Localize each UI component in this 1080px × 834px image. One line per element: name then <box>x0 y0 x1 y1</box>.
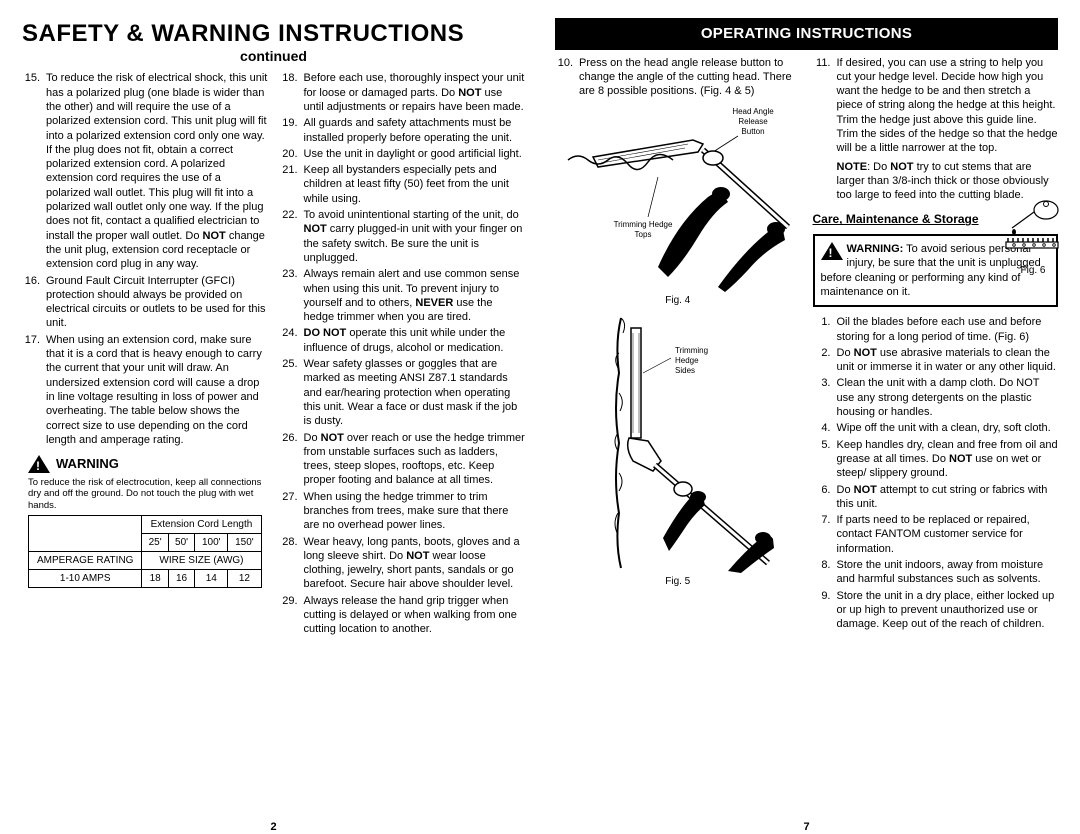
right-col2: 11.If desired, you can use a string to h… <box>813 56 1059 812</box>
list-item: 1.Oil the blades before each use and bef… <box>813 315 1059 344</box>
fig4-label: Fig. 4 <box>665 294 690 307</box>
svg-text:Button: Button <box>741 127 764 136</box>
svg-text:Hedge: Hedge <box>675 356 699 365</box>
list-item: 7.If parts need to be replaced or repair… <box>813 513 1059 556</box>
list-item: 19.All guards and safety attachments mus… <box>280 116 526 145</box>
list-item: 8.Store the unit indoors, away from mois… <box>813 558 1059 587</box>
list-item: 9.Store the unit in a dry place, either … <box>813 589 1059 632</box>
list-item: 27.When using the hedge trimmer to trim … <box>280 490 526 533</box>
svg-text:Release: Release <box>738 117 768 126</box>
amps-label: 1-10 AMPS <box>29 570 142 588</box>
right-columns: 10.Press on the head angle release butto… <box>555 56 1058 812</box>
fig5-label: Fig. 5 <box>665 575 690 588</box>
svg-text:Trimming Hedge: Trimming Hedge <box>613 220 672 229</box>
list-item: 23.Always remain alert and use common se… <box>280 267 526 324</box>
page-number-left: 2 <box>22 812 525 834</box>
extension-cord-table: Extension Cord Length 25'50'100'150' AMP… <box>28 515 262 588</box>
svg-text:Tops: Tops <box>634 230 651 239</box>
care-list: 1.Oil the blades before each use and bef… <box>813 315 1059 631</box>
operating-title: OPERATING INSTRUCTIONS <box>555 18 1058 50</box>
list-item: 10.Press on the head angle release butto… <box>555 56 801 99</box>
list-item: 11.If desired, you can use a string to h… <box>813 56 1059 156</box>
list-item: 2.Do NOT use abrasive materials to clean… <box>813 346 1059 375</box>
figure-6: Fig. 6 <box>1004 198 1062 277</box>
left-columns: 15.To reduce the risk of electrical shoc… <box>22 71 525 811</box>
list-item: 5.Keep handles dry, clean and free from … <box>813 438 1059 481</box>
list-item: 24.DO NOT operate this unit while under … <box>280 326 526 355</box>
list-item: 28.Wear heavy, long pants, boots, gloves… <box>280 535 526 592</box>
wire-size-label: WIRE SIZE (AWG) <box>142 552 261 570</box>
left-col2: 18.Before each use, thoroughly inspect y… <box>280 71 526 811</box>
right-col1: 10.Press on the head angle release butto… <box>555 56 801 812</box>
list-item: 3.Clean the unit with a damp cloth. Do N… <box>813 376 1059 419</box>
safety-list-15-17: 15.To reduce the risk of electrical shoc… <box>22 71 268 447</box>
list-item: 21.Keep all bystanders especially pets a… <box>280 163 526 206</box>
left-col1: 15.To reduce the risk of electrical shoc… <box>22 71 268 811</box>
fig4-illustration: Head Angle Release Button <box>563 102 793 292</box>
list-item: 25.Wear safety glasses or goggles that a… <box>280 357 526 428</box>
page-left: SAFETY & WARNING INSTRUCTIONS continued … <box>22 18 525 834</box>
fig6-label: Fig. 6 <box>1004 264 1062 277</box>
safety-title: SAFETY & WARNING INSTRUCTIONS <box>22 18 525 49</box>
list-item: 4.Wipe off the unit with a clean, dry, s… <box>813 421 1059 435</box>
safety-list-18-29: 18.Before each use, thoroughly inspect y… <box>280 71 526 636</box>
list-item: 16.Ground Fault Circuit Interrupter (GFC… <box>22 274 268 331</box>
warning-label: WARNING <box>56 456 119 473</box>
page-number-right: 7 <box>555 812 1058 834</box>
svg-text:Head Angle: Head Angle <box>732 107 774 116</box>
fig6-illustration <box>1004 198 1062 258</box>
list-item: 22.To avoid unintentional starting of th… <box>280 208 526 265</box>
list-item: 15.To reduce the risk of electrical shoc… <box>22 71 268 271</box>
list-item: 29.Always release the hand grip trigger … <box>280 594 526 637</box>
list-item: 20.Use the unit in daylight or good arti… <box>280 147 526 161</box>
list-item: 18.Before each use, thoroughly inspect y… <box>280 71 526 114</box>
svg-text:Sides: Sides <box>675 366 695 375</box>
fig5-illustration: Trimming Hedge Sides <box>563 313 793 573</box>
svg-text:Trimming: Trimming <box>675 346 708 355</box>
list-item: 17.When using an extension cord, make su… <box>22 333 268 447</box>
note-text: NOTE: Do NOT try to cut stems that are l… <box>813 160 1059 203</box>
operating-list-10: 10.Press on the head angle release butto… <box>555 56 801 99</box>
list-item: 6.Do NOT attempt to cut string or fabric… <box>813 483 1059 512</box>
table-header: Extension Cord Length <box>142 516 261 534</box>
amperage-rating-label: AMPERAGE RATING <box>29 552 142 570</box>
warning-triangle-icon <box>821 242 843 260</box>
warning-header: WARNING <box>28 455 268 473</box>
warning-text: To reduce the risk of electrocution, kee… <box>28 477 262 511</box>
figure-5: Trimming Hedge Sides Fig. 5 <box>555 313 801 588</box>
continued-label: continued <box>22 47 525 65</box>
warning-triangle-icon <box>28 455 50 473</box>
page-right: OPERATING INSTRUCTIONS 10.Press on the h… <box>555 18 1058 834</box>
list-item: 26.Do NOT over reach or use the hedge tr… <box>280 431 526 488</box>
figure-4: Head Angle Release Button <box>555 102 801 307</box>
operating-list-11: 11.If desired, you can use a string to h… <box>813 56 1059 156</box>
